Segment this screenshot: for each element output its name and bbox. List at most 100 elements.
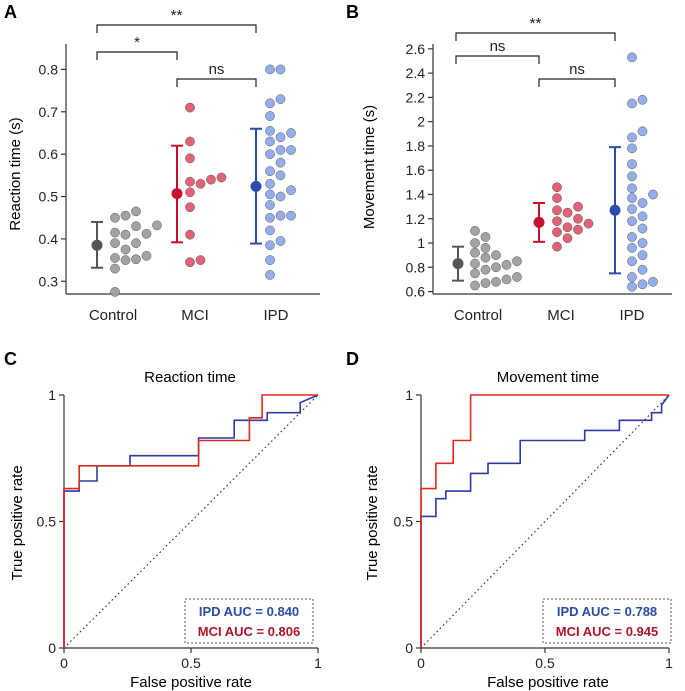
significance-bracket bbox=[455, 32, 616, 41]
data-point bbox=[648, 189, 658, 200]
ipd-auc-label: IPD AUC = 0.840 bbox=[199, 604, 299, 619]
data-point bbox=[491, 262, 501, 273]
data-point bbox=[265, 200, 275, 210]
y-tick-label: 0 bbox=[48, 640, 56, 656]
data-point bbox=[562, 207, 573, 218]
data-point bbox=[275, 157, 286, 168]
data-point bbox=[185, 257, 195, 268]
significance-bracket bbox=[96, 24, 257, 33]
data-point bbox=[152, 220, 162, 231]
mean-marker bbox=[91, 239, 103, 251]
data-point bbox=[491, 250, 501, 261]
y-tick-label: 0 bbox=[405, 640, 413, 656]
data-point bbox=[648, 277, 658, 287]
data-point bbox=[627, 232, 637, 242]
data-point bbox=[627, 183, 637, 194]
data-point bbox=[573, 224, 583, 235]
data-point bbox=[131, 254, 141, 265]
data-point bbox=[195, 178, 206, 189]
reaction-time-dot-plot: Reaction time (s) 0.30.40.50.60.70.8 ***… bbox=[7, 7, 320, 324]
data-point bbox=[562, 233, 573, 244]
data-point bbox=[275, 210, 286, 221]
data-point bbox=[627, 98, 637, 109]
data-point bbox=[627, 216, 637, 227]
y-tick-label: 2.6 bbox=[406, 41, 426, 57]
data-point bbox=[491, 277, 501, 287]
y-tick-label: 2 bbox=[417, 114, 425, 130]
data-point bbox=[562, 222, 573, 233]
data-point bbox=[470, 268, 480, 279]
data-point bbox=[120, 229, 131, 240]
panel-label-a: A bbox=[4, 2, 17, 22]
data-point bbox=[110, 238, 120, 249]
data-point bbox=[480, 252, 491, 263]
mean-marker bbox=[250, 180, 262, 192]
x-tick-label: 0.5 bbox=[181, 655, 201, 671]
significance-bracket bbox=[538, 78, 616, 87]
data-point bbox=[265, 212, 275, 223]
significance-label: ** bbox=[171, 7, 183, 24]
data-point bbox=[185, 229, 195, 240]
data-point bbox=[512, 272, 522, 282]
data-point bbox=[470, 238, 480, 248]
data-point bbox=[141, 251, 152, 261]
data-point bbox=[206, 174, 216, 185]
data-point bbox=[195, 255, 206, 265]
x-tick-label: Control bbox=[454, 307, 502, 324]
data-point bbox=[265, 64, 275, 75]
chance-line bbox=[63, 394, 319, 649]
mci-auc-label: MCI AUC = 0.945 bbox=[556, 624, 658, 639]
data-point bbox=[275, 94, 286, 104]
significance-bracket bbox=[455, 55, 540, 64]
auc-legend-box bbox=[184, 598, 314, 644]
chart-title: Movement time bbox=[497, 369, 600, 386]
data-point bbox=[265, 136, 275, 147]
y-axis-label: True positive rate bbox=[9, 465, 26, 580]
data-point bbox=[552, 193, 562, 203]
data-point bbox=[286, 128, 296, 138]
reaction-time-roc-curve: Reaction time False positive rate True p… bbox=[9, 369, 322, 691]
y-tick-label: 0.6 bbox=[406, 284, 426, 300]
auc-legend-box bbox=[542, 598, 672, 644]
data-point bbox=[627, 132, 637, 143]
data-point bbox=[110, 227, 120, 238]
data-point bbox=[573, 201, 583, 212]
data-point bbox=[110, 287, 120, 297]
data-point bbox=[275, 170, 286, 181]
data-point bbox=[275, 145, 286, 155]
mean-marker bbox=[533, 216, 545, 228]
data-point bbox=[627, 171, 637, 182]
significance-label: ns bbox=[209, 61, 225, 78]
data-point bbox=[637, 264, 648, 275]
y-axis-label: Movement time (s) bbox=[361, 105, 378, 229]
y-axis-label: Reaction time (s) bbox=[7, 117, 24, 230]
x-tick-label: Control bbox=[89, 307, 137, 324]
data-point bbox=[627, 52, 637, 63]
data-point bbox=[265, 189, 275, 200]
y-tick-label: 0.8 bbox=[39, 61, 59, 77]
data-point bbox=[286, 145, 296, 155]
x-axis-label: False positive rate bbox=[130, 674, 252, 691]
data-point bbox=[265, 166, 275, 176]
data-point bbox=[480, 243, 491, 253]
data-point bbox=[552, 241, 562, 252]
data-point bbox=[627, 143, 637, 154]
data-point bbox=[637, 198, 648, 208]
data-point bbox=[110, 253, 120, 263]
panel-label-b: B bbox=[346, 2, 359, 22]
data-point bbox=[265, 225, 275, 236]
data-point bbox=[637, 211, 648, 222]
data-point bbox=[110, 212, 120, 223]
data-point bbox=[185, 102, 195, 113]
data-point bbox=[185, 136, 195, 147]
data-point bbox=[573, 213, 583, 224]
x-tick-label: IPD bbox=[619, 307, 644, 324]
significance-label: ns bbox=[569, 61, 585, 78]
x-axis-label: False positive rate bbox=[487, 674, 609, 691]
data-point bbox=[627, 256, 637, 267]
y-tick-label: 1.2 bbox=[406, 211, 426, 227]
mean-marker bbox=[609, 204, 621, 216]
data-point bbox=[470, 258, 480, 269]
y-tick-label: 1 bbox=[48, 387, 56, 403]
x-tick-label: 1 bbox=[314, 655, 322, 671]
